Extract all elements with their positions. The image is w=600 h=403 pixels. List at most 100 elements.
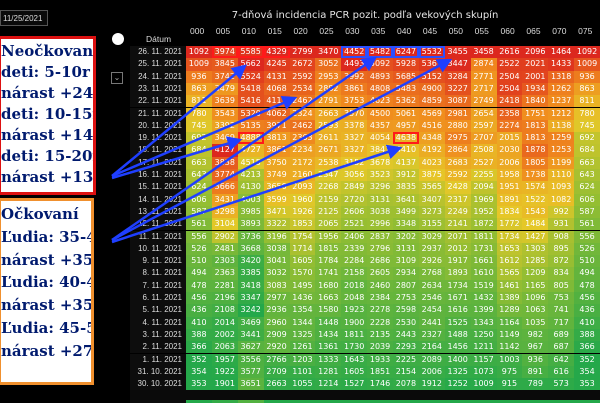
age-column-header[interactable]: 040 — [397, 26, 412, 36]
value-cell: 3470 — [315, 46, 342, 59]
age-column-header[interactable]: 000 — [190, 26, 205, 36]
age-column-header[interactable]: 050 — [448, 26, 463, 36]
age-column-header[interactable]: 070 — [552, 26, 567, 36]
toggle-switch[interactable] — [112, 33, 124, 45]
age-column-header[interactable]: 035 — [371, 26, 386, 36]
date-cell: 6. 11. 2021 — [130, 292, 186, 305]
value-cell: 5061 — [393, 107, 419, 120]
value-cell: 3322 — [263, 218, 290, 231]
value-cell: 1261 — [289, 341, 316, 354]
date-cell: 26. 11. 2021 — [130, 46, 186, 59]
value-cell: 478 — [186, 279, 212, 292]
value-cell: 2039 — [367, 341, 393, 354]
value-cell: 456 — [186, 292, 212, 305]
value-cell: 3543 — [211, 107, 238, 120]
value-cell: 2048 — [341, 292, 368, 305]
value-cell: 2936 — [263, 304, 290, 317]
age-column-header[interactable]: 045 — [422, 26, 438, 36]
value-cell: 3155 — [418, 218, 445, 231]
value-cell: 2363 — [289, 132, 316, 145]
vaccinated-adults-panel: Očkovaní Ľudia: 35-40r nárast +35% Ľudia: 4… — [0, 198, 94, 385]
value-cell: 1092 — [574, 46, 600, 59]
value-cell: 5135 — [237, 119, 264, 133]
age-column-header[interactable]: 060 — [500, 26, 515, 36]
value-cell: 2002 — [211, 328, 238, 342]
value-cell: 4137 — [393, 156, 419, 169]
value-cell: 2504 — [496, 70, 523, 83]
age-column-header[interactable]: 005 — [215, 26, 231, 36]
value-cell: 1456 — [444, 341, 471, 354]
age-column-header[interactable]: 020 — [293, 26, 308, 36]
value-cell: 1333 — [315, 353, 342, 366]
date-filter[interactable]: 11/25/2021 — [0, 10, 48, 26]
date-cell: 24. 11. 2021 — [130, 70, 186, 83]
value-cell: 1738 — [522, 169, 549, 182]
value-cell: 2521 — [341, 218, 368, 231]
value-cell: 3678 — [367, 156, 393, 169]
value-cell: 3668 — [237, 242, 264, 256]
value-cell: 1957 — [211, 353, 238, 366]
value-cell: 3841 — [367, 144, 393, 157]
age-column-header[interactable]: 025 — [319, 26, 334, 36]
value-cell: 2172 — [289, 156, 316, 169]
value-cell: 1851 — [367, 365, 393, 379]
value-cell: 2441 — [418, 316, 445, 329]
value-cell: 3565 — [418, 181, 445, 194]
value-cell: 2920 — [263, 341, 290, 354]
value-cell: 1354 — [289, 304, 316, 317]
age-column-header[interactable]: 055 — [474, 26, 489, 36]
value-cell: 2902 — [211, 230, 238, 243]
value-cell: 2324 — [289, 107, 316, 120]
value-cell: 741 — [548, 304, 575, 317]
value-cell: 5418 — [237, 82, 264, 96]
value-cell: 2926 — [418, 255, 445, 268]
value-cell: 2225 — [393, 353, 419, 366]
table-row: 10. 11. 2021 526 2481 3668 3038 1714 1815 2339 2… — [130, 242, 600, 256]
value-cell: 573 — [548, 378, 575, 391]
value-cell: 510 — [574, 255, 600, 268]
value-cell: 478 — [574, 279, 600, 292]
value-cell: 1741 — [315, 267, 342, 280]
date-cell: 15. 11. 2021 — [130, 181, 186, 194]
value-cell: 3327 — [341, 132, 368, 145]
age-column-header[interactable]: 075 — [578, 26, 593, 36]
value-cell: 4113 — [263, 95, 290, 108]
value-cell: 1138 — [548, 119, 575, 133]
age-column-header[interactable]: 015 — [267, 26, 282, 36]
value-cell: 352 — [574, 353, 600, 366]
value-cell: 2654 — [470, 107, 497, 120]
value-cell: 811 — [574, 95, 600, 108]
value-cell: 526 — [186, 242, 212, 256]
value-cell: 3202 — [393, 230, 419, 243]
value-cell: 895 — [548, 242, 575, 256]
date-cell: 7. 11. 2021 — [130, 279, 186, 292]
value-cell: 1433 — [548, 58, 575, 71]
age-column-header[interactable]: 010 — [241, 26, 256, 36]
table-row: 20. 11. 2021 745 3392 5135 3971 2462 2593 3378 4… — [130, 119, 600, 133]
value-cell: 3641 — [393, 193, 419, 206]
date-cell: 31. 10. 2021 — [130, 365, 186, 379]
value-cell: 863 — [574, 82, 600, 96]
age-column-header[interactable]: 065 — [526, 26, 541, 36]
value-cell: 4888 — [237, 132, 264, 145]
value-cell: 2977 — [263, 292, 290, 305]
value-cell: 689 — [548, 328, 575, 342]
value-cell: 1901 — [211, 378, 238, 391]
value-cell: 1303 — [522, 242, 549, 256]
value-cell: 4003 — [237, 193, 264, 206]
value-cell: 2303 — [211, 255, 238, 268]
chevron-down-icon[interactable]: ⌄ — [111, 72, 123, 84]
value-cell: 4192 — [418, 144, 445, 157]
value-cell: 5685 — [393, 70, 419, 83]
horizontal-scrollbar[interactable] — [130, 390, 600, 400]
date-column-header[interactable]: Dátum — [146, 34, 172, 44]
value-cell: 1605 — [341, 365, 368, 379]
value-cell: 2317 — [444, 193, 471, 206]
value-cell: 3392 — [211, 119, 238, 133]
value-cell: 1203 — [289, 353, 316, 366]
age-column-header[interactable]: 030 — [345, 26, 360, 36]
value-cell: 4893 — [367, 70, 393, 83]
value-cell: 4357 — [367, 119, 393, 133]
value-cell: 1157 — [470, 353, 497, 366]
value-cell: 1110 — [548, 169, 575, 182]
